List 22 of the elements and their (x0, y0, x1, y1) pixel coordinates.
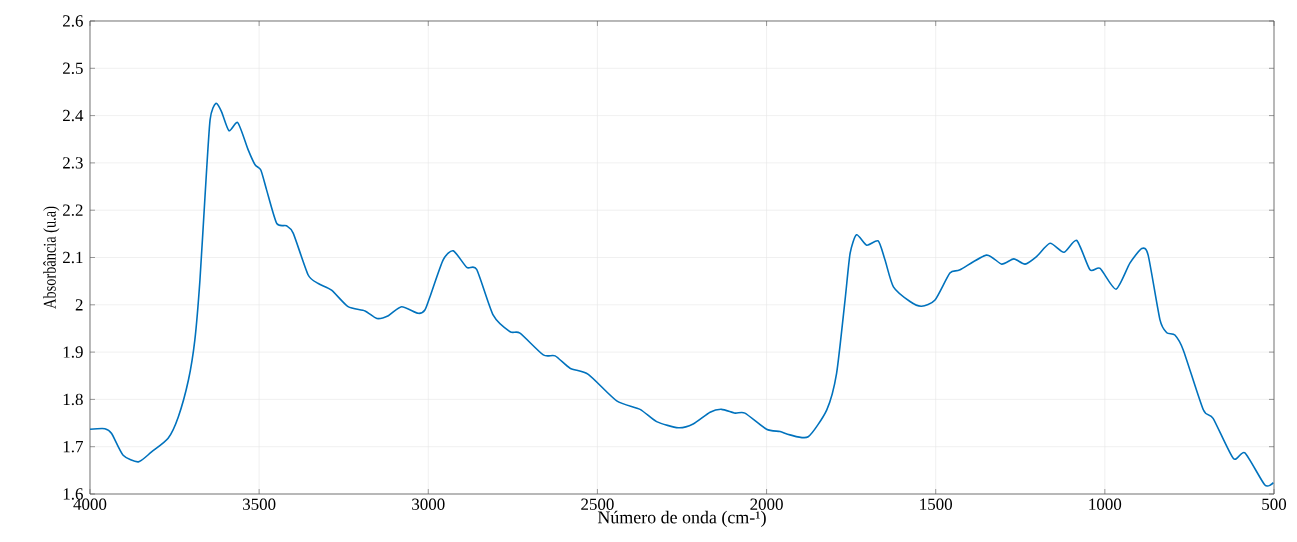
y-tick-label: 2 (75, 299, 83, 311)
x-tick-label: 3500 (243, 498, 276, 510)
y-tick-label: 2.4 (63, 109, 84, 122)
x-tick-label: 1500 (920, 498, 953, 510)
y-tick-label: 2.3 (63, 157, 83, 169)
y-tick-label: 1.7 (63, 440, 83, 453)
y-tick-label: 1.9 (63, 346, 83, 358)
y-axis-title: Absorbância (u.a) (43, 206, 60, 309)
x-axis-title: Número de onda (cm-¹) (597, 510, 766, 528)
y-tick-label: 1.8 (63, 393, 83, 406)
x-tick-label: 2000 (750, 498, 783, 510)
y-tick-label: 2.6 (63, 15, 83, 27)
x-tick-label: 2500 (581, 498, 614, 510)
y-tick-label: 2.1 (63, 251, 83, 264)
x-tick-label: 500 (1262, 498, 1287, 510)
x-tick-label: 4000 (73, 498, 107, 510)
y-tick-label: 1.6 (63, 488, 83, 500)
line-series (89, 102, 1274, 486)
x-tick-label: 3000 (412, 498, 445, 510)
y-tick-label: 2.2 (63, 204, 83, 216)
x-tick-label: 1000 (1089, 498, 1122, 510)
y-tick-label: 2.5 (63, 62, 83, 75)
